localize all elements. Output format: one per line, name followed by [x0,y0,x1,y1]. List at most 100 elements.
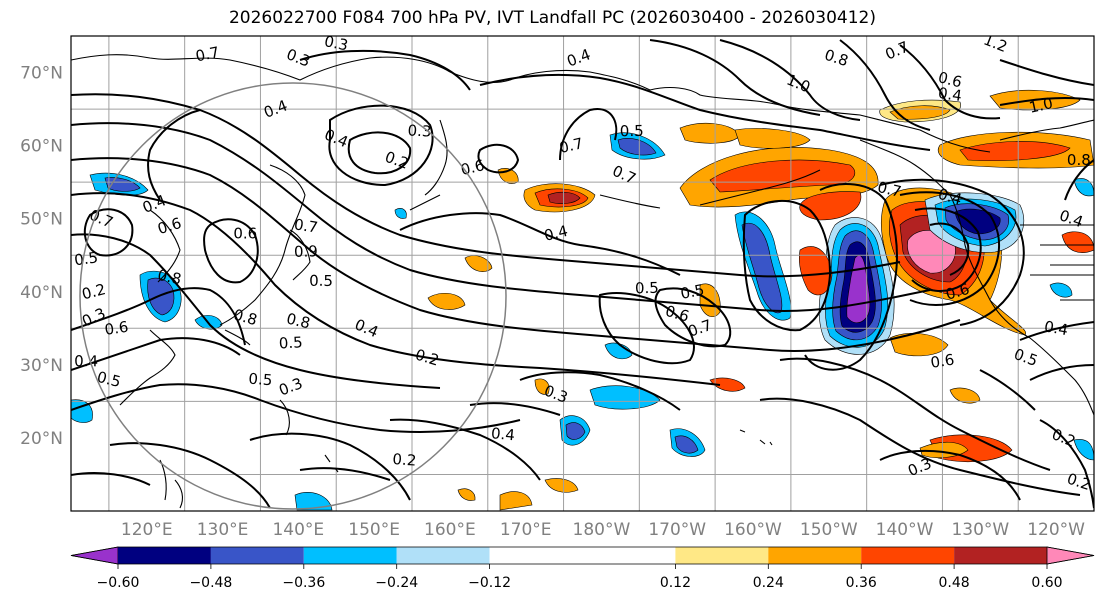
map-title: 2026022700 F084 700 hPa PV, IVT Landfall… [228,8,876,28]
graticule [71,36,1094,511]
contour-label: 0.2 [383,148,412,173]
colorbar-tick-label: 0.24 [753,575,784,591]
lat-tick-label: 50°N [20,210,63,230]
lat-tick-label: 30°N [20,356,63,376]
contour-label: 0.4 [140,191,169,217]
contour-label: 0.3 [905,454,934,480]
contour-label: 0.2 [413,345,441,369]
contour-label: 0.8 [822,46,850,70]
lat-tick-label: 40°N [20,283,63,303]
contour-label: 0.6 [663,302,691,326]
lon-tick-label: 140°E [272,520,324,540]
contour-label: 0.4 [74,352,98,370]
contour-label: 0.6 [459,156,486,179]
colorbar-tick-label: −0.60 [97,575,140,591]
contour-label: 0.3 [284,45,313,70]
contour-label: 0.5 [95,368,123,391]
colorbar-labels: −0.60 −0.48 −0.36 −0.24 −0.12 0.12 0.24 0.36 0.4… [97,564,1063,591]
contour-label: 0.4 [322,125,351,151]
coastlines [71,54,1094,509]
lon-tick-label: 130°W [951,520,1009,540]
lon-tick-label: 180°W [573,520,631,540]
contour-label: 0.4 [490,424,515,444]
contour-label: 0.7 [876,178,903,201]
contour-label: 0.4 [261,96,290,121]
contour-label: 0.7 [293,215,319,237]
contour-label: 0.5 [1012,345,1041,370]
colorbar-segment [396,547,490,564]
contour-label: 0.4 [1057,206,1085,231]
colorbar-over-arrow [1046,546,1095,565]
lon-tick-label: 150°E [348,520,400,540]
contour-label: 0.6 [103,318,129,339]
contour-label: 0.5 [679,281,706,303]
latitude-labels: 70°N 60°N 50°N 40°N 30°N 20°N [20,64,63,449]
contour-label: 0.6 [233,224,257,242]
contour-label: 0.2 [80,280,108,303]
contour-label: 0.3 [323,32,350,55]
contour-label: 0.6 [929,351,955,372]
contour-label: 0.8 [1067,151,1091,169]
lon-tick-label: 120°W [1027,520,1085,540]
lon-tick-label: 170°E [500,520,552,540]
contour-label: 0.4 [352,315,381,341]
colorbar-segment [303,547,397,564]
contour-label: 0.2 [392,450,417,470]
contour-label: 0.3 [276,374,305,399]
lon-tick-label: 170°W [648,520,706,540]
contour-label: 1.2 [981,31,1010,56]
lat-tick-label: 70°N [20,64,63,84]
contour-label: 0.5 [73,248,99,269]
contour-label: 0.4 [564,45,593,70]
contour-label: 0.9 [294,242,318,261]
colorbar-tick-label: 0.36 [846,575,877,591]
contour-label: 0.8 [156,266,183,289]
colorbar-tick-label: 0.48 [939,575,970,591]
lon-tick-label: 160°W [724,520,782,540]
contour-label: 0.8 [231,305,259,329]
contour-label: 0.7 [610,162,639,188]
contour-label: 0.5 [635,279,659,298]
reference-circle [79,82,507,510]
contour-label: 0.3 [542,381,571,406]
colorbar-tick-label: −0.12 [468,575,511,591]
contour-label: 0.5 [278,333,303,352]
colorbar-under-arrow [70,546,119,565]
contour-label: 0.5 [620,122,644,140]
lon-tick-label: 120°E [121,520,173,540]
contour-label: 1.0 [1027,94,1054,117]
contour-label: 0.5 [248,370,273,390]
colorbar-segment [489,547,676,564]
contour-label: 0.4 [1043,317,1070,339]
contour-label: 0.6 [944,280,972,304]
colorbar-tick-label: −0.48 [189,575,232,591]
colorbar-segment [861,547,955,564]
colorbar-tick-label: −0.36 [282,575,325,591]
lon-tick-label: 130°E [197,520,249,540]
colorbar-tick-label: −0.24 [375,575,418,591]
contour-label: 0.8 [285,310,312,333]
lon-tick-label: 150°W [800,520,858,540]
contour-label: 0.7 [686,316,714,341]
colorbar-tick-label: 0.60 [1031,575,1062,591]
colorbar-segment [954,547,1047,564]
contour-label: 0.3 [407,121,432,140]
colorbar [70,546,1095,565]
lat-tick-label: 20°N [20,429,63,449]
lon-tick-label: 140°W [876,520,934,540]
lat-tick-label: 60°N [20,137,63,157]
contour-label: 0.5 [309,272,333,290]
map-frame [70,35,1095,512]
pv-contours [71,39,1094,509]
contour-label: 0.7 [194,43,221,65]
contour-label: 0.6 [936,68,964,91]
contour-label: 0.2 [1065,470,1093,494]
colorbar-segment [210,547,304,564]
contour-label: 0.4 [542,222,569,245]
lon-tick-label: 160°E [424,520,476,540]
colorbar-segment [118,547,211,564]
contour-label: 0.4 [937,84,963,105]
colorbar-tick-label: 0.12 [660,575,691,591]
longitude-labels: 120°E 130°E 140°E 150°E 160°E 170°E 180°W 170°W… [121,520,1085,540]
